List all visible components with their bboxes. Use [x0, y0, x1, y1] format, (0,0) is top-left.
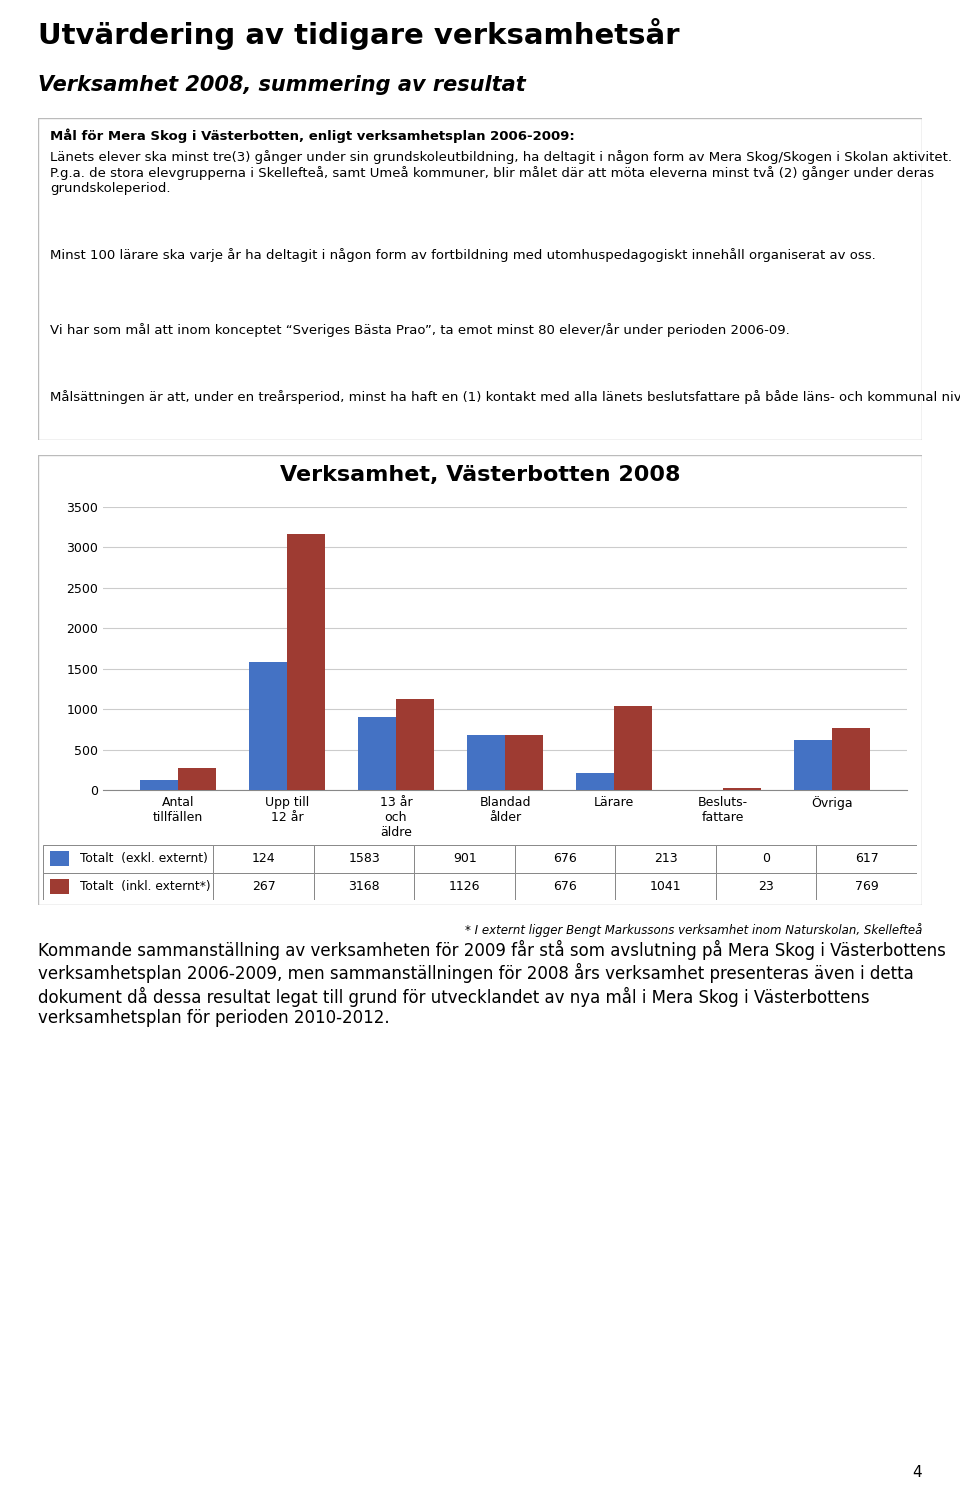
Text: 1126: 1126	[449, 880, 480, 892]
Bar	[415, 873, 515, 900]
FancyBboxPatch shape	[38, 117, 922, 439]
Bar	[832, 728, 871, 790]
Bar	[50, 850, 69, 867]
Bar	[178, 769, 216, 790]
Bar	[314, 873, 415, 900]
Text: 0: 0	[762, 852, 770, 865]
Bar	[614, 706, 652, 790]
Bar	[716, 873, 817, 900]
Text: Kommande sammanställning av verksamheten för 2009 får stå som avslutning på Mera: Kommande sammanställning av verksamheten…	[38, 941, 946, 1028]
Bar	[576, 772, 614, 790]
Text: 23: 23	[758, 880, 774, 892]
Bar	[615, 844, 716, 873]
Bar	[615, 873, 716, 900]
Text: 4: 4	[912, 1464, 922, 1479]
Bar	[415, 844, 515, 873]
Text: Totalt  (inkl. externt*): Totalt (inkl. externt*)	[80, 880, 210, 892]
Text: Verksamhet 2008, summering av resultat: Verksamhet 2008, summering av resultat	[38, 75, 526, 95]
Bar	[358, 718, 396, 790]
Text: 676: 676	[553, 852, 577, 865]
Bar	[314, 844, 415, 873]
Bar	[467, 736, 505, 790]
Text: 901: 901	[453, 852, 476, 865]
Text: 1041: 1041	[650, 880, 682, 892]
Bar	[515, 873, 615, 900]
Text: 1583: 1583	[348, 852, 380, 865]
Text: Minst 100 lärare ska varje år ha deltagit i någon form av fortbildning med utomh: Minst 100 lärare ska varje år ha deltagi…	[50, 248, 876, 262]
Text: 617: 617	[854, 852, 878, 865]
Bar	[396, 698, 434, 790]
Bar	[213, 844, 314, 873]
Bar	[50, 879, 69, 894]
Bar	[139, 780, 178, 790]
Bar	[213, 873, 314, 900]
Bar	[505, 736, 543, 790]
Text: 267: 267	[252, 880, 276, 892]
Text: Mål för Mera Skog i Västerbotten, enligt verksamhetsplan 2006-2009:: Mål för Mera Skog i Västerbotten, enligt…	[50, 128, 575, 143]
Bar	[515, 844, 615, 873]
Bar	[249, 662, 287, 790]
Bar	[817, 844, 917, 873]
Bar	[43, 873, 213, 900]
Bar	[794, 740, 832, 790]
Bar	[817, 873, 917, 900]
Text: 3168: 3168	[348, 880, 380, 892]
Bar	[43, 844, 213, 873]
Text: 213: 213	[654, 852, 678, 865]
FancyBboxPatch shape	[38, 455, 922, 905]
Text: 676: 676	[553, 880, 577, 892]
Bar	[716, 844, 817, 873]
Text: Länets elever ska minst tre(3) gånger under sin grundskoleutbildning, ha deltagi: Länets elever ska minst tre(3) gånger un…	[50, 150, 952, 196]
Text: 124: 124	[252, 852, 276, 865]
Bar	[287, 534, 325, 790]
Text: * I externt ligger Bengt Markussons verksamhet inom Naturskolan, Skellefteå: * I externt ligger Bengt Markussons verk…	[465, 923, 922, 938]
Text: 769: 769	[854, 880, 878, 892]
Bar	[723, 789, 761, 790]
Text: Totalt  (exkl. externt): Totalt (exkl. externt)	[80, 852, 207, 865]
Text: Utvärdering av tidigare verksamhetsår: Utvärdering av tidigare verksamhetsår	[38, 18, 680, 50]
Text: Målsättningen är att, under en treårsperiod, minst ha haft en (1) kontakt med al: Målsättningen är att, under en treårsper…	[50, 390, 960, 403]
Text: Verksamhet, Västerbotten 2008: Verksamhet, Västerbotten 2008	[279, 465, 681, 485]
Text: Vi har som mål att inom konceptet “Sveriges Bästa Prao”, ta emot minst 80 elever: Vi har som mål att inom konceptet “Sveri…	[50, 324, 790, 337]
